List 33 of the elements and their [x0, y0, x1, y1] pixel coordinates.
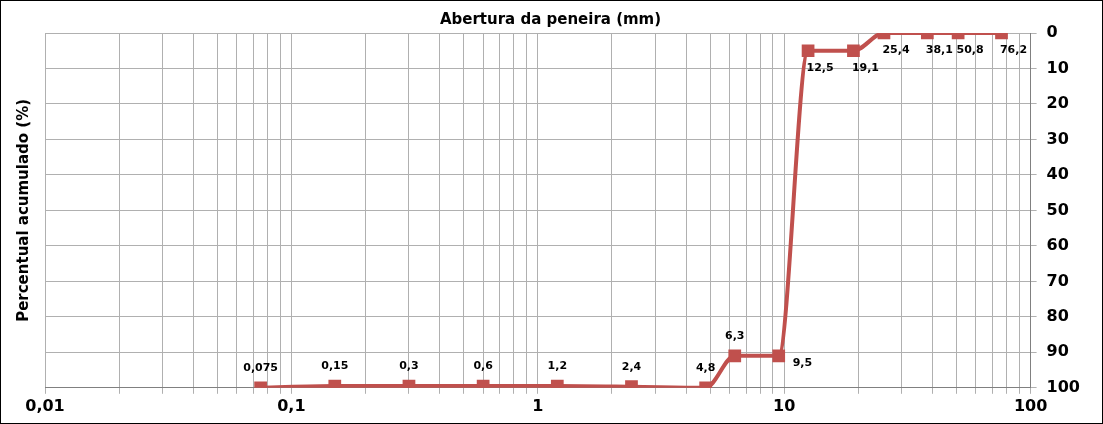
y-tick-label: 50: [1046, 199, 1069, 219]
annotation: 9,5: [792, 356, 813, 370]
chart-title: Abertura da peneira (mm): [439, 9, 662, 28]
annotation: 38,1: [925, 43, 953, 57]
annotation: 0,3: [399, 359, 419, 373]
y-tick-label: 80: [1046, 306, 1069, 325]
x-tick-label: 0,01: [25, 395, 65, 415]
y-tick-label: 40: [1046, 164, 1069, 184]
y-tick-label: 70: [1046, 270, 1069, 290]
y-tick-label: 0: [1046, 22, 1058, 42]
annotation: 76,2: [999, 43, 1028, 57]
y-tick-label: 30: [1046, 128, 1069, 148]
annotation: 2,4: [621, 360, 642, 374]
y-tick-label: 10: [1046, 57, 1069, 77]
x-tick-label: 10: [773, 395, 796, 415]
x-tick-label: 100: [1013, 395, 1048, 415]
annotation: 1,2: [547, 359, 568, 373]
annotation: 19,1: [851, 61, 880, 75]
annotation: 0,15: [321, 359, 349, 373]
y-tick-label: 60: [1046, 235, 1069, 255]
y-tick-label: 90: [1046, 341, 1069, 361]
annotation: 12,5: [806, 61, 834, 75]
x-tick-label: 1: [532, 395, 544, 415]
y-tick-label: 100: [1046, 376, 1081, 396]
x-tick-label: 0,1: [277, 395, 306, 415]
annotation: 0,075: [243, 361, 279, 375]
y-tick-label: 20: [1046, 93, 1069, 113]
annotation: 25,4: [882, 43, 910, 57]
annotation: 50,8: [956, 43, 984, 57]
annotation: 0,6: [473, 359, 494, 373]
annotation: 4,8: [695, 361, 716, 375]
y-axis-title: Percentual acumulado (%): [13, 98, 32, 322]
annotation: 6,3: [725, 329, 745, 343]
